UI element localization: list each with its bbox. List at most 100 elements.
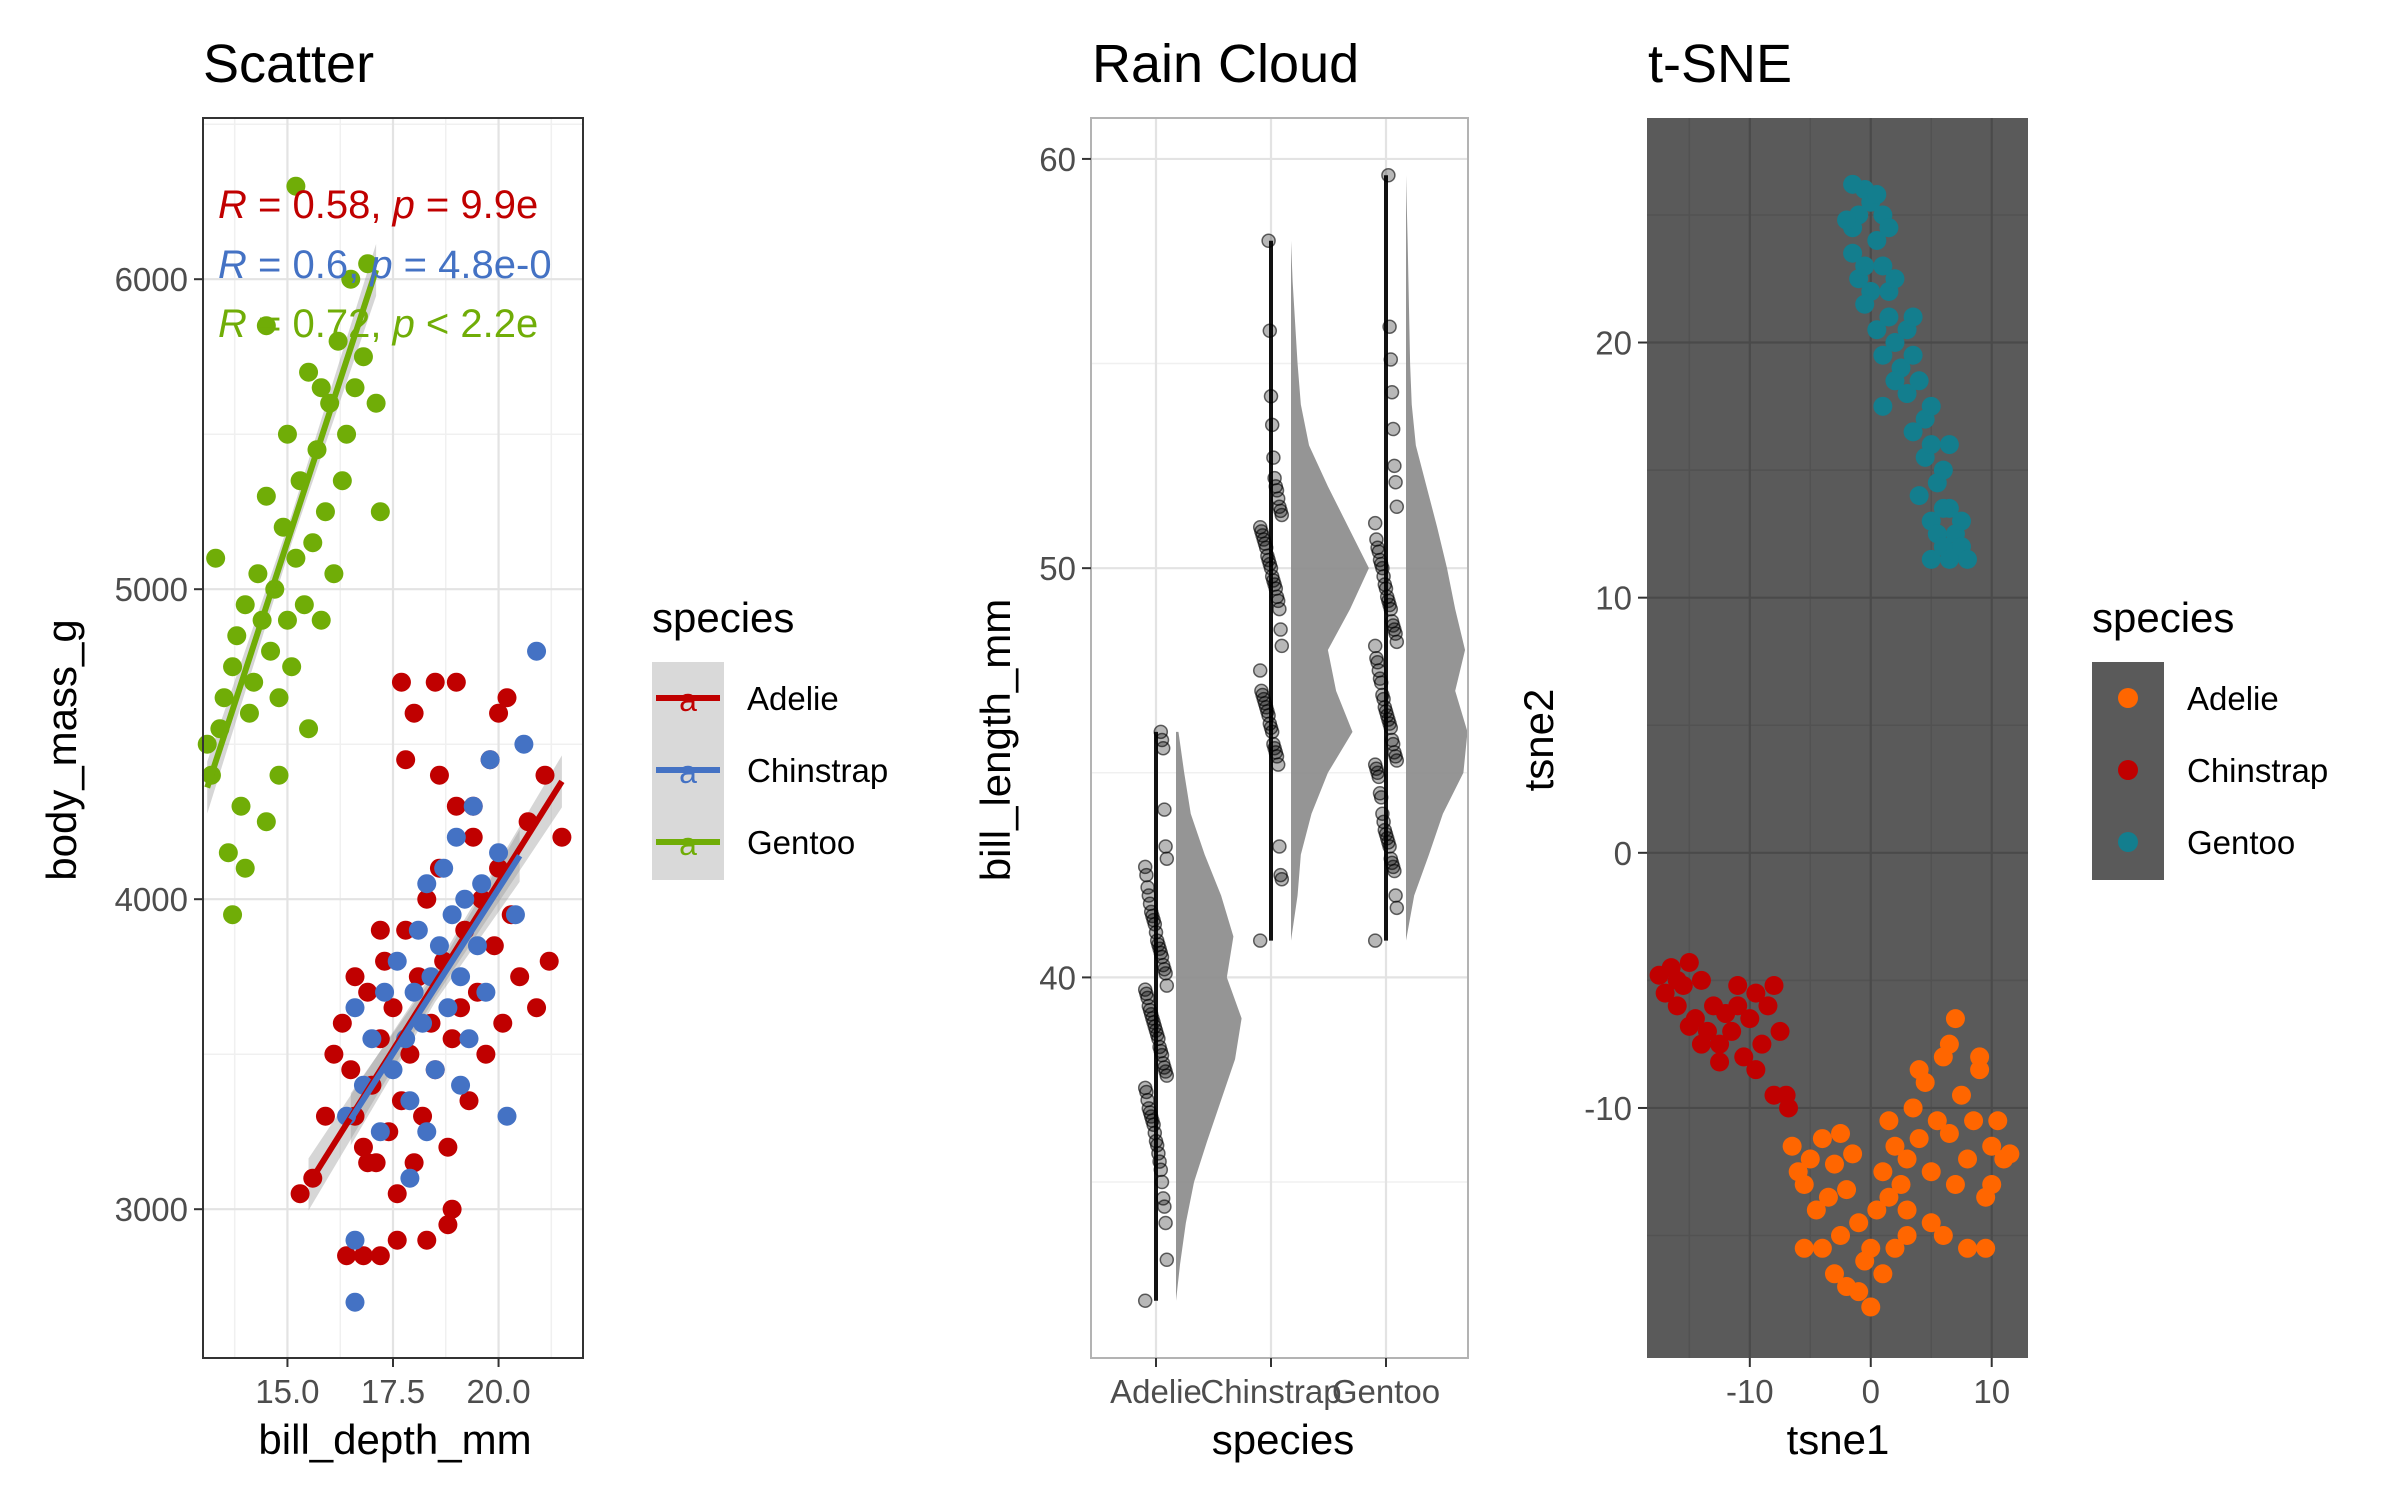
raincloud-point: [1159, 1252, 1175, 1268]
scatter-point: [269, 765, 289, 785]
scatter-legend: species a Adelie a Chinstrap a Gentoo: [652, 594, 888, 880]
scatter-legend-label: Gentoo: [747, 824, 855, 861]
scatter-point: [400, 1044, 420, 1064]
raincloud-x-axis-title: species: [1212, 1416, 1354, 1463]
tsne-point: [1933, 1226, 1953, 1246]
raincloud-point: [1267, 470, 1282, 486]
scatter-point: [413, 1106, 433, 1126]
tsne-legend-key: [2118, 832, 2138, 852]
tsne-point: [1770, 1021, 1790, 1041]
tsne-point: [1843, 243, 1863, 263]
tsne-point: [1746, 983, 1766, 1003]
scatter-point: [489, 843, 509, 863]
raincloud-point: [1252, 663, 1268, 678]
scatter-x-tick-label: 20.0: [466, 1373, 530, 1410]
tsne-point: [1897, 1149, 1917, 1169]
scatter-point: [235, 858, 255, 878]
raincloud-point: [1137, 859, 1153, 875]
scatter-point: [345, 998, 365, 1018]
tsne-point: [1921, 396, 1941, 416]
scatter-point: [332, 471, 352, 491]
scatter-y-tick-label: 6000: [115, 261, 188, 298]
scatter-point: [442, 905, 462, 925]
raincloud-point: [1273, 867, 1288, 883]
scatter-point: [472, 874, 492, 894]
scatter-legend-label: Chinstrap: [747, 752, 888, 789]
tsne-point: [1939, 1034, 1959, 1054]
scatter-legend-key-glyph: a: [679, 754, 697, 790]
scatter-point: [358, 254, 378, 274]
tsne-legend-label: Chinstrap: [2187, 752, 2328, 789]
tsne-point: [1885, 333, 1905, 353]
scatter-fit-line: [204, 268, 379, 789]
raincloud-point: [1262, 323, 1278, 339]
tsne-point: [1982, 1175, 2002, 1195]
tsne-point: [1764, 975, 1784, 995]
scatter-point: [387, 951, 407, 971]
tsne-point: [1691, 1034, 1711, 1054]
scatter-point: [332, 1013, 352, 1033]
raincloud-point: [1154, 1174, 1170, 1190]
tsne-point: [1667, 970, 1687, 990]
tsne-point: [1867, 230, 1887, 250]
tsne-point: [1879, 1111, 1899, 1131]
tsne-y-tick-label: -10: [1584, 1090, 1632, 1127]
tsne-point: [1710, 1034, 1730, 1054]
scatter-point: [429, 936, 449, 956]
scatter-point: [353, 347, 373, 367]
raincloud-point: [1385, 421, 1401, 437]
scatter-point: [527, 641, 547, 661]
scatter-point: [429, 765, 449, 785]
scatter-fit-line: [348, 854, 523, 1121]
tsne-point: [1752, 1034, 1772, 1054]
tsne-point: [1903, 307, 1923, 327]
scatter-point: [497, 1106, 517, 1126]
tsne-point: [1897, 1226, 1917, 1246]
scatter-point: [417, 1122, 437, 1142]
raincloud-point: [1369, 532, 1384, 547]
scatter-point: [244, 672, 264, 692]
scatter-point: [256, 486, 276, 506]
raincloud-point: [1389, 900, 1405, 916]
tsne-point: [1903, 345, 1923, 365]
raincloud-point: [1384, 384, 1400, 400]
tsne-point: [1921, 435, 1941, 455]
scatter-point: [387, 1230, 407, 1250]
scatter-point: [417, 1230, 437, 1250]
tsne-point: [1843, 1144, 1863, 1164]
tsne-legend-key: [2118, 688, 2138, 708]
scatter-point: [290, 1184, 310, 1204]
tsne-point: [1921, 549, 1941, 569]
scatter-point: [328, 331, 348, 351]
raincloud-point: [1261, 233, 1276, 249]
tsne-point: [1710, 1052, 1730, 1072]
tsne-point: [1921, 1213, 1941, 1233]
scatter-point: [514, 734, 534, 754]
raincloud-x-tick-label: Adelie: [1110, 1373, 1202, 1410]
scatter-point: [370, 1122, 390, 1142]
scatter-point: [311, 610, 331, 630]
scatter-point: [277, 424, 297, 444]
tsne-point: [1945, 1009, 1965, 1029]
tsne-point: [1933, 460, 1953, 480]
tsne-point: [1879, 1187, 1899, 1207]
tsne-point: [1837, 1180, 1857, 1200]
scatter-point: [459, 1091, 479, 1111]
scatter-x-tick-label: 15.0: [255, 1373, 319, 1410]
scatter-point: [370, 502, 390, 522]
scatter-point: [256, 316, 276, 336]
tsne-point: [1867, 320, 1887, 340]
raincloud-point: [1155, 1191, 1171, 1206]
tsne-y-tick-label: 20: [1595, 325, 1632, 362]
scatter-y-axis-title: body_mass_g: [38, 619, 85, 881]
scatter-point: [345, 967, 365, 987]
scatter-point: [484, 936, 504, 956]
scatter-point: [434, 858, 454, 878]
scatter-point: [463, 796, 483, 816]
raincloud-point: [1159, 851, 1175, 866]
raincloud-point: [1158, 839, 1173, 854]
raincloud-point: [1389, 499, 1405, 515]
scatter-point: [442, 1029, 462, 1049]
